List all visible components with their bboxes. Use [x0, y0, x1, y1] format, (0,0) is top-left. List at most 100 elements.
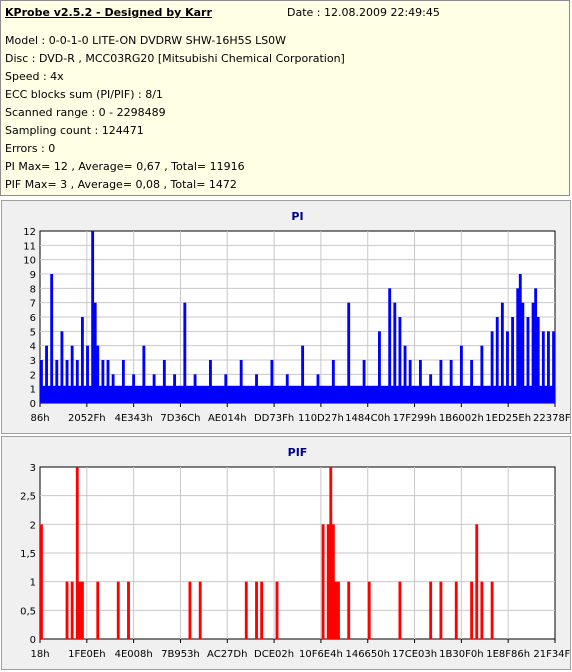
y-tick-label: 3	[30, 463, 36, 474]
data-bar	[331, 360, 335, 403]
data-bar	[93, 302, 97, 403]
data-bar	[70, 581, 74, 639]
x-tick-label: 1ED25Eh	[485, 413, 531, 424]
y-tick-label: 5	[30, 327, 36, 338]
data-bar	[475, 524, 479, 639]
x-tick-label: 17CE03h	[392, 649, 437, 660]
data-bar	[50, 274, 54, 403]
pif-chart: PIF 0 0,5 1 1,5 2 2,5 3 18h 1FE0Eh 4E008h 7B953h AC2…	[20, 446, 570, 660]
data-bar	[480, 345, 484, 403]
data-bar	[337, 581, 340, 639]
data-bar	[490, 581, 494, 639]
data-bar	[408, 360, 412, 403]
y-tick-label: 3	[30, 356, 36, 367]
data-bar	[101, 360, 105, 403]
x-tick-label: 4E343h	[115, 413, 153, 424]
y-tick-label: 0,5	[20, 606, 36, 617]
data-bar	[86, 345, 89, 403]
y-tick-label: 0	[30, 635, 36, 646]
data-bar	[78, 581, 82, 639]
data-bar	[260, 581, 264, 639]
info-range: Scanned range : 0 - 2298489	[5, 106, 166, 119]
data-bar	[244, 581, 248, 639]
data-bar	[454, 581, 458, 639]
y-tick-label: 12	[23, 227, 36, 238]
data-bar	[329, 467, 333, 639]
data-bar	[331, 524, 335, 639]
data-bar	[106, 360, 110, 403]
data-bar	[429, 581, 433, 639]
data-bar	[75, 360, 79, 403]
info-errors: Errors : 0	[5, 142, 56, 155]
info-ecc: ECC blocks sum (PI/PIF) : 8/1	[5, 88, 163, 101]
data-bar	[378, 331, 381, 403]
info-pi-stats: PI Max= 12 , Average= 0,67 , Total= 1191…	[5, 160, 245, 173]
x-tick-label: 21F34Fh	[533, 649, 570, 660]
y-tick-label: 2,5	[20, 492, 36, 503]
data-bar	[536, 317, 540, 403]
data-bar	[301, 345, 305, 403]
app-title: KProbe v2.5.2 - Designed by Karr	[5, 6, 212, 19]
info-panel: KProbe v2.5.2 - Designed by Karr Date : …	[0, 0, 570, 196]
data-bar	[534, 288, 538, 403]
data-bar	[398, 581, 402, 639]
data-bar	[65, 581, 69, 639]
x-tick-label: DCE02h	[254, 649, 294, 660]
data-bar	[96, 581, 100, 639]
data-bar	[198, 581, 202, 639]
data-bar	[393, 302, 397, 403]
y-tick-label: 2	[30, 520, 36, 531]
data-bar	[459, 345, 463, 403]
y-tick-label: 9	[30, 270, 36, 281]
data-bar	[490, 331, 494, 403]
data-bar	[80, 317, 84, 403]
data-bar	[439, 581, 443, 639]
data-bar	[116, 581, 120, 639]
data-bar	[40, 524, 43, 639]
data-bar	[541, 331, 545, 403]
data-bar	[403, 345, 407, 403]
data-bar	[142, 345, 146, 403]
pif-chart-panel: PIF 0 0,5 1 1,5 2 2,5 3 18h 1FE0Eh 4E008h 7B953h AC2…	[1, 436, 571, 670]
data-bar	[531, 302, 535, 403]
data-bar	[398, 317, 402, 403]
data-bar	[75, 467, 79, 639]
data-bar	[127, 581, 130, 639]
x-tick-label: 1484C0h	[345, 413, 390, 424]
data-bar	[552, 331, 555, 403]
y-tick-label: 11	[23, 241, 36, 252]
data-bar	[188, 581, 192, 639]
data-bar	[470, 360, 474, 403]
x-tick-label: 2052Fh	[68, 413, 106, 424]
data-bar	[183, 302, 187, 403]
y-tick-label: 1,5	[20, 549, 36, 560]
data-bar	[96, 345, 100, 403]
data-bar	[367, 581, 371, 639]
y-tick-label: 1	[30, 385, 36, 396]
data-band	[40, 385, 555, 403]
y-tick-label: 10	[23, 256, 36, 267]
data-bar	[275, 581, 279, 639]
data-bar	[45, 345, 48, 403]
chart-title: PIF	[288, 446, 308, 459]
data-bar	[347, 302, 351, 403]
scan-date: Date : 12.08.2009 22:49:45	[287, 6, 440, 19]
data-bar	[480, 581, 484, 639]
data-bar	[60, 331, 64, 403]
data-bar	[162, 360, 166, 403]
data-bar	[521, 302, 525, 403]
data-bar	[388, 288, 392, 403]
data-bar	[326, 524, 330, 639]
pi-chart-panel: PI 0 1 2 3 4 5 6 7 8 9 10 11 12 86h 2052Fh 4E343h 7D36Ch A…	[1, 200, 571, 434]
data-bar	[362, 360, 366, 403]
data-bar	[495, 317, 499, 403]
x-tick-label: 10F6E4h	[299, 649, 343, 660]
x-tick-label: DD73Fh	[254, 413, 294, 424]
data-bar	[40, 360, 43, 403]
info-disc: Disc : DVD-R , MCC03RG20 [Mitsubishi Che…	[5, 52, 345, 65]
info-speed: Speed : 4x	[5, 70, 64, 83]
chart-title: PI	[291, 210, 303, 223]
x-tick-label: 1FE0Eh	[68, 649, 105, 660]
data-bar	[239, 360, 243, 403]
